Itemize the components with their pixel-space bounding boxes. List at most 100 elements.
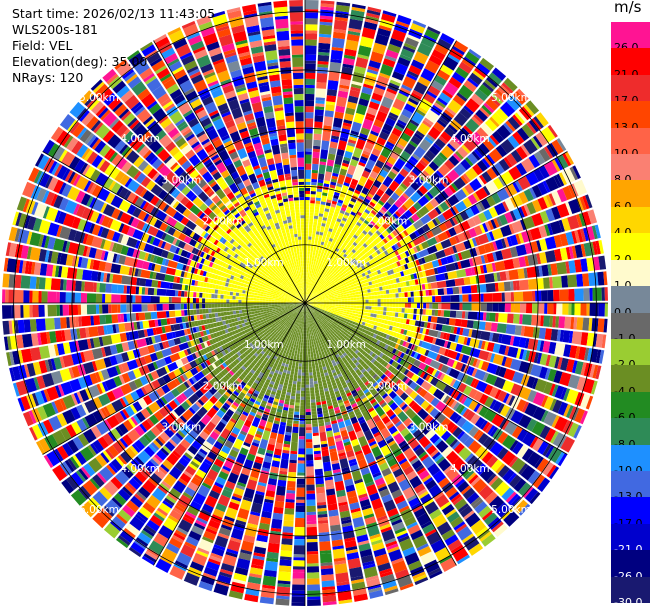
velocity-gate xyxy=(355,57,369,69)
velocity-gate xyxy=(377,269,382,275)
velocity-gate xyxy=(419,371,426,379)
velocity-gate xyxy=(556,261,567,275)
velocity-gate xyxy=(315,349,319,354)
velocity-gate xyxy=(410,181,420,191)
velocity-gate xyxy=(354,261,359,266)
velocity-gate xyxy=(354,349,359,354)
velocity-gate xyxy=(330,206,336,211)
velocity-gate xyxy=(388,132,400,143)
velocity-gate xyxy=(480,293,484,302)
velocity-gate xyxy=(407,363,413,370)
velocity-gate xyxy=(347,189,354,195)
velocity-gate xyxy=(340,294,344,297)
velocity-gate xyxy=(368,281,373,286)
velocity-gate xyxy=(328,315,332,318)
velocity-gate xyxy=(376,249,381,255)
velocity-gate xyxy=(324,311,328,314)
velocity-gate xyxy=(476,176,485,187)
velocity-gate xyxy=(383,338,388,344)
velocity-gate xyxy=(332,197,338,202)
velocity-gate xyxy=(422,270,427,277)
velocity-gate xyxy=(312,368,316,373)
velocity-gate xyxy=(500,224,512,237)
velocity-gate xyxy=(519,279,529,291)
velocity-gate xyxy=(370,276,374,281)
velocity-gate xyxy=(360,155,368,162)
velocity-gate xyxy=(501,356,507,367)
velocity-gate xyxy=(318,213,324,217)
velocity-gate xyxy=(454,242,466,253)
velocity-gate xyxy=(352,292,356,296)
velocity-gate xyxy=(313,450,321,455)
velocity-gate xyxy=(321,278,324,282)
velocity-gate xyxy=(445,421,456,432)
velocity-gate xyxy=(327,326,331,330)
velocity-gate xyxy=(421,157,430,165)
velocity-gate xyxy=(468,367,475,376)
velocity-gate xyxy=(431,49,446,61)
velocity-gate xyxy=(425,231,432,239)
velocity-gate xyxy=(446,169,460,182)
velocity-gate xyxy=(369,351,374,356)
velocity-gate xyxy=(377,27,391,38)
velocity-gate xyxy=(503,122,514,134)
velocity-gate xyxy=(278,565,292,573)
velocity-gate xyxy=(307,336,309,340)
velocity-gate xyxy=(347,241,353,247)
velocity-gate xyxy=(547,368,557,382)
velocity-gate xyxy=(473,379,480,389)
velocity-gate xyxy=(528,278,538,290)
velocity-gate xyxy=(383,294,387,299)
velocity-gate xyxy=(574,288,584,301)
velocity-gate xyxy=(502,468,515,482)
velocity-gate xyxy=(259,438,269,450)
velocity-gate xyxy=(374,238,380,244)
velocity-gate xyxy=(312,273,315,277)
velocity-gate xyxy=(307,294,310,298)
velocity-gate xyxy=(568,184,576,198)
velocity-gate xyxy=(424,29,440,41)
velocity-gate xyxy=(554,416,568,432)
velocity-gate xyxy=(299,354,303,358)
velocity-gate xyxy=(332,304,336,306)
velocity-gate xyxy=(452,360,458,369)
velocity-gate xyxy=(297,335,300,339)
velocity-gate xyxy=(372,42,387,55)
velocity-gate xyxy=(381,13,396,23)
velocity-gate xyxy=(333,265,338,269)
velocity-gate xyxy=(426,303,430,309)
velocity-gate xyxy=(579,196,587,211)
velocity-gate xyxy=(307,298,310,302)
velocity-gate xyxy=(504,303,511,313)
velocity-gate xyxy=(366,349,372,354)
velocity-gate xyxy=(452,254,457,262)
velocity-gate xyxy=(364,198,371,204)
velocity-gate xyxy=(392,298,396,303)
velocity-gate xyxy=(442,56,459,71)
velocity-gate xyxy=(441,324,452,333)
velocity-gate xyxy=(521,123,535,138)
velocity-gate xyxy=(285,502,295,509)
velocity-gate xyxy=(321,580,335,588)
velocity-gate xyxy=(385,236,391,242)
velocity-gate xyxy=(295,338,298,342)
velocity-gate xyxy=(307,351,311,355)
velocity-gate xyxy=(463,396,473,408)
velocity-gate xyxy=(372,240,378,246)
velocity-gate xyxy=(344,298,348,301)
velocity-gate xyxy=(317,311,321,314)
velocity-gate xyxy=(421,284,426,290)
velocity-gate xyxy=(363,147,372,153)
velocity-gate xyxy=(322,305,326,308)
velocity-gate xyxy=(306,266,309,270)
velocity-gate xyxy=(351,289,356,293)
velocity-gate xyxy=(465,51,480,64)
velocity-gate xyxy=(536,340,542,352)
velocity-gate xyxy=(305,209,310,213)
velocity-gate xyxy=(465,98,480,113)
velocity-gate xyxy=(394,327,399,333)
velocity-gate xyxy=(290,450,298,455)
velocity-gate xyxy=(391,288,396,294)
velocity-gate xyxy=(459,294,463,302)
velocity-gate xyxy=(343,311,347,314)
